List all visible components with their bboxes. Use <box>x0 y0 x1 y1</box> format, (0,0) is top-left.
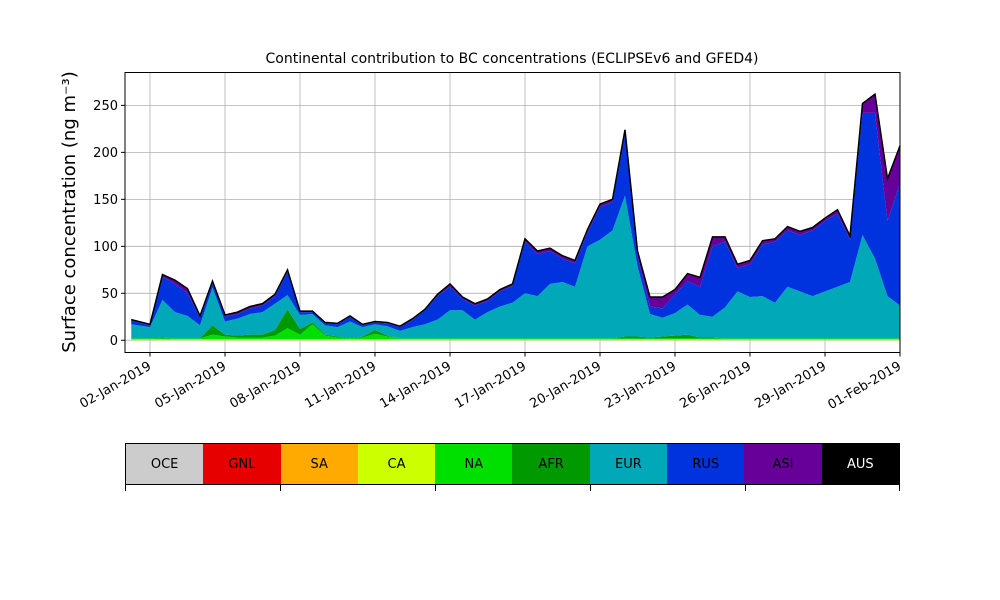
y-tick-label: 200 <box>93 146 118 161</box>
legend-tick <box>590 485 591 491</box>
x-tick-label: 02-Jan-2019 <box>77 359 154 412</box>
legend-tick <box>280 485 281 491</box>
legend-item-na: NA <box>435 444 513 484</box>
area-ca <box>131 339 900 341</box>
legend-ticks <box>125 485 900 491</box>
x-tick-label: 05-Jan-2019 <box>152 359 229 412</box>
total-outline <box>131 92 901 328</box>
legend-item-asi: ASI <box>744 444 822 484</box>
y-tick-label: 250 <box>93 99 118 114</box>
legend-item-afr: AFR <box>512 444 590 484</box>
legend-item-aus: AUS <box>821 444 899 484</box>
legend-item-eur: EUR <box>589 444 668 484</box>
plot-frame <box>124 72 901 353</box>
legend-tick <box>899 485 900 491</box>
legend-item-oce: OCE <box>126 444 204 484</box>
y-tick-label: 50 <box>101 287 118 302</box>
x-tick-label: 01-Feb-2019 <box>825 359 904 413</box>
area-na <box>131 324 900 340</box>
x-tick-label: 29-Jan-2019 <box>752 359 829 412</box>
area-rus <box>131 112 900 331</box>
x-tick-label: 11-Jan-2019 <box>302 359 379 412</box>
legend-colorbar: OCE GNL SA CA NA AFR EUR RUS ASI AUS <box>125 443 900 485</box>
x-tick-label: 23-Jan-2019 <box>602 359 679 412</box>
chart-title: Continental contribution to BC concentra… <box>266 51 759 67</box>
legend-item-sa: SA <box>280 444 358 484</box>
legend-item-rus: RUS <box>667 444 745 484</box>
stacked-areas <box>131 94 900 341</box>
area-afr <box>131 309 900 339</box>
y-tick-label: 150 <box>93 193 118 208</box>
x-tick-label: 14-Jan-2019 <box>377 359 454 412</box>
legend-item-ca: CA <box>357 444 436 484</box>
x-tick-label: 20-Jan-2019 <box>527 359 604 412</box>
legend-tick <box>435 485 436 491</box>
legend-tick <box>125 485 126 491</box>
y-tick-label: 100 <box>93 240 118 255</box>
y-axis: 0 50 100 150 200 250 <box>93 99 125 349</box>
area-eur <box>131 195 900 339</box>
x-tick-label: 26-Jan-2019 <box>677 359 754 412</box>
x-axis: 02-Jan-201905-Jan-201908-Jan-201911-Jan-… <box>77 352 904 413</box>
x-tick-label: 17-Jan-2019 <box>452 359 529 412</box>
y-tick-label: 0 <box>110 334 118 349</box>
y-axis-label: Surface concentration (ng m⁻³) <box>59 71 80 353</box>
legend-tick <box>745 485 746 491</box>
x-tick-label: 08-Jan-2019 <box>227 359 304 412</box>
legend-item-gnl: GNL <box>203 444 281 484</box>
